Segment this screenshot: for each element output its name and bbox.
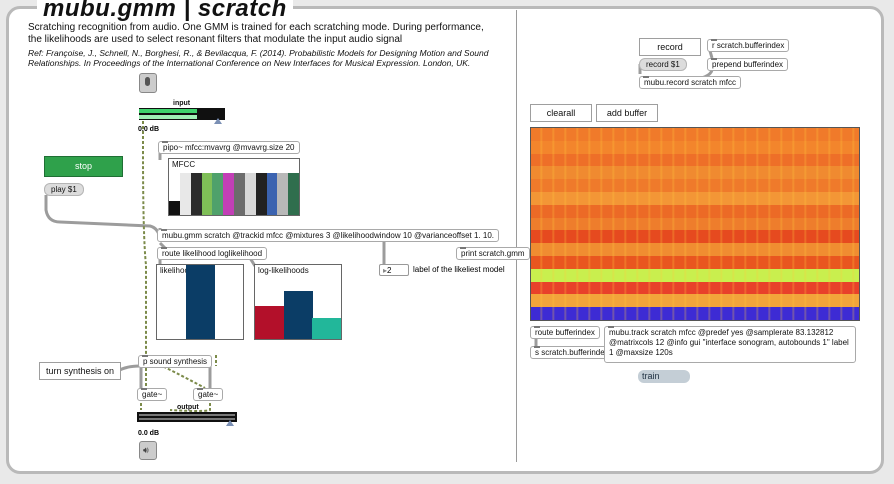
likeliest-label: label of the likeliest model xyxy=(413,265,505,274)
likelihood-bar-1 xyxy=(185,265,215,339)
stop-button[interactable]: stop xyxy=(44,156,123,177)
likelihoods-plot: likelihoods xyxy=(156,264,244,340)
log-likelihood-bar-1 xyxy=(283,290,313,339)
description-text: Scratching recognition from audio. One G… xyxy=(28,22,484,45)
mfcc-bar-4 xyxy=(212,173,224,215)
mfcc-bar-3 xyxy=(201,173,213,215)
sonogram-band xyxy=(531,307,859,320)
mic-toggle[interactable] xyxy=(139,73,157,93)
sonogram-band xyxy=(531,204,859,218)
print-object[interactable]: print scratch.gmm xyxy=(456,247,530,260)
sonogram-band xyxy=(531,128,859,141)
mfcc-bar-0 xyxy=(169,201,180,215)
sonogram-band xyxy=(531,192,859,205)
mfcc-bar-6 xyxy=(234,173,245,215)
receive-bufferindex-object[interactable]: r scratch.bufferindex xyxy=(707,39,790,52)
mfcc-bar-1 xyxy=(179,173,191,215)
log-likelihoods-plot: log-likelihoods xyxy=(254,264,342,340)
log-likelihood-bars xyxy=(255,265,342,339)
mfcc-bar-8 xyxy=(255,173,267,215)
input-level-meter xyxy=(139,108,225,120)
mfcc-bar-9 xyxy=(266,173,278,215)
turn-synthesis-on-button[interactable]: turn synthesis on xyxy=(39,362,121,380)
log-likelihood-bar-0 xyxy=(255,305,284,339)
play-message[interactable]: play $1 xyxy=(44,183,84,196)
mic-icon xyxy=(145,77,150,86)
gate-object-1[interactable]: gate~ xyxy=(137,388,168,401)
mfcc-bar-7 xyxy=(244,173,256,215)
mfcc-sonogram[interactable] xyxy=(530,127,860,321)
mfcc-bar-11 xyxy=(288,173,300,215)
mfcc-plot: MFCC xyxy=(168,158,300,216)
sonogram-band xyxy=(531,294,859,308)
route-bufferindex-object[interactable]: route bufferindex xyxy=(530,326,600,339)
page-title: mubu.gmm | scratch xyxy=(37,0,293,23)
output-label: output xyxy=(177,404,199,411)
record-button[interactable]: record xyxy=(639,38,701,56)
sonogram-band xyxy=(531,256,859,269)
record-message[interactable]: record $1 xyxy=(639,58,687,71)
reference-text: Ref: Françoise, J., Schnell, N., Borghes… xyxy=(28,48,489,68)
likeliest-number: 2 xyxy=(387,266,392,275)
mfcc-bar-2 xyxy=(190,173,202,215)
sonogram-band xyxy=(531,230,859,244)
clearall-button[interactable]: clearall xyxy=(530,104,592,122)
sonogram-band xyxy=(531,243,859,257)
sonogram-band xyxy=(531,268,859,282)
log-likelihood-bar-2 xyxy=(312,318,342,339)
log-likelihoods-plot-label: log-likelihoods xyxy=(258,266,309,275)
mfcc-bar-5 xyxy=(223,173,235,215)
add-buffer-button[interactable]: add buffer xyxy=(596,104,658,122)
prepend-bufferindex-object[interactable]: prepend bufferindex xyxy=(707,58,789,71)
likelihood-bars xyxy=(157,265,243,339)
route-likelihood-object[interactable]: route likelihood loglikelihood xyxy=(157,247,268,260)
pipo-mfcc-object[interactable]: pipo~ mfcc:mvavrg @mvavrg.size 20 xyxy=(158,141,300,154)
mfcc-bar-10 xyxy=(277,173,289,215)
likeliest-number-box[interactable]: ▸2 xyxy=(379,264,409,276)
likelihoods-plot-label: likelihoods xyxy=(160,266,198,275)
mfcc-bars xyxy=(169,159,300,215)
mubu-record-object[interactable]: mubu.record scratch mfcc xyxy=(639,76,742,89)
mubu-gmm-object[interactable]: mubu.gmm scratch @trackid mfcc @mixtures… xyxy=(157,229,500,242)
mfcc-plot-label: MFCC xyxy=(172,160,196,169)
sonogram-band xyxy=(531,166,859,180)
panel-divider xyxy=(516,10,517,462)
gate-object-2[interactable]: gate~ xyxy=(193,388,224,401)
speaker-icon: 🔊︎ xyxy=(143,445,149,455)
output-db-readout: 0.0 dB xyxy=(138,430,160,437)
sonogram-band xyxy=(531,217,859,231)
mubu-track-object[interactable]: mubu.track scratch mfcc @predef yes @sam… xyxy=(604,326,856,363)
sonogram-band xyxy=(531,179,859,193)
output-gain-slider-handle[interactable] xyxy=(226,420,234,426)
input-db-readout: 0.0 dB xyxy=(138,126,160,133)
input-gain-slider-handle[interactable] xyxy=(214,118,222,124)
send-bufferindex-object[interactable]: s scratch.bufferindex xyxy=(530,346,614,359)
speaker-toggle[interactable]: 🔊︎ xyxy=(139,441,157,460)
sonogram-band xyxy=(531,281,859,295)
output-level-meter xyxy=(137,412,237,422)
train-message[interactable]: train xyxy=(638,370,690,383)
sonogram-band xyxy=(531,140,859,154)
input-label: input xyxy=(173,100,191,107)
sound-synthesis-subpatch[interactable]: p sound synthesis xyxy=(138,355,213,368)
sonogram-band xyxy=(531,153,859,167)
